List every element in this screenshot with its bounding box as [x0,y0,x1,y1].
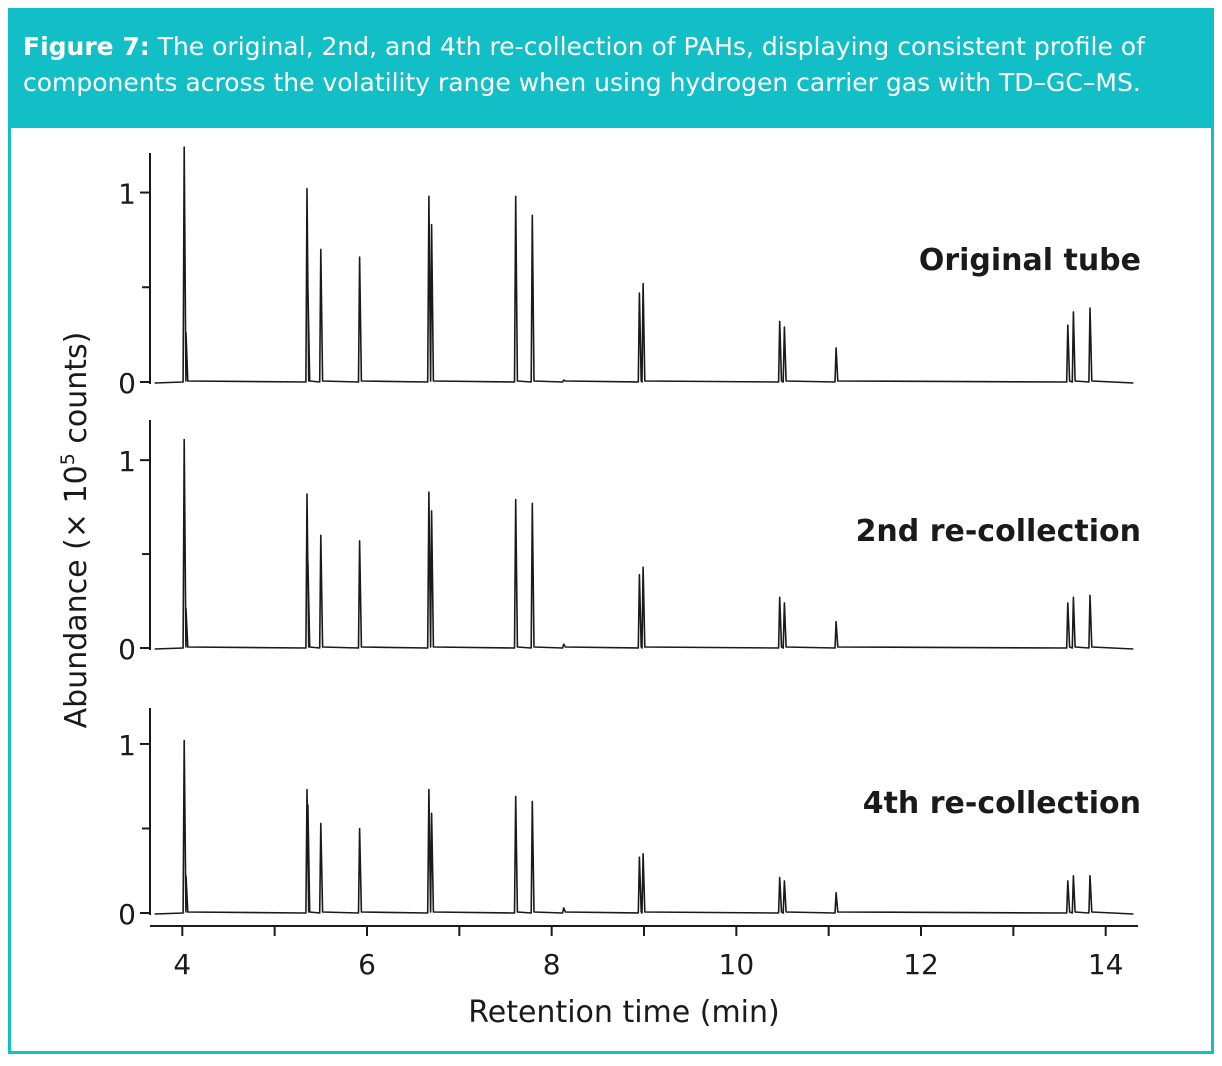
trace-label: 2nd re-collection [856,514,1141,549]
figure-header: Figure 7: The original, 2nd, and 4th re-… [11,11,1211,128]
x-tick-label: 12 [903,948,939,981]
figure-caption: Figure 7: The original, 2nd, and 4th re-… [23,29,1198,101]
trace-label: 4th re-collection [863,786,1141,821]
y-axis-title-prefix: Abundance (× 10 [59,465,94,728]
y-tick-label: 1 [118,729,136,762]
figure-label: Figure 7: [23,32,150,61]
y-tick-label: 0 [118,633,136,666]
y-axis-title-exponent: 5 [57,453,79,465]
figure-caption-text: The original, 2nd, and 4th re-collection… [23,32,1145,97]
y-tick-label: 1 [118,178,136,211]
y-tick-label: 0 [118,898,136,931]
y-axis-title-suffix: counts) [59,332,94,454]
y-tick-label: 1 [118,445,136,478]
y-axis-title: Abundance (× 105 counts) [57,332,94,729]
trace-label: Original tube [919,243,1141,278]
chromatogram-trace [154,146,1134,384]
x-tick-label: 4 [173,948,191,981]
figure-frame: Figure 7: The original, 2nd, and 4th re-… [8,8,1214,1054]
x-axis-title: Retention time (min) [468,995,779,1030]
x-tick-label: 14 [1088,948,1124,981]
chromatogram-trace [154,739,1134,915]
y-tick-label: 0 [118,367,136,400]
chromatogram-trace [154,438,1134,650]
x-tick-label: 6 [358,948,376,981]
x-tick-label: 8 [543,948,561,981]
x-tick-label: 10 [719,948,755,981]
